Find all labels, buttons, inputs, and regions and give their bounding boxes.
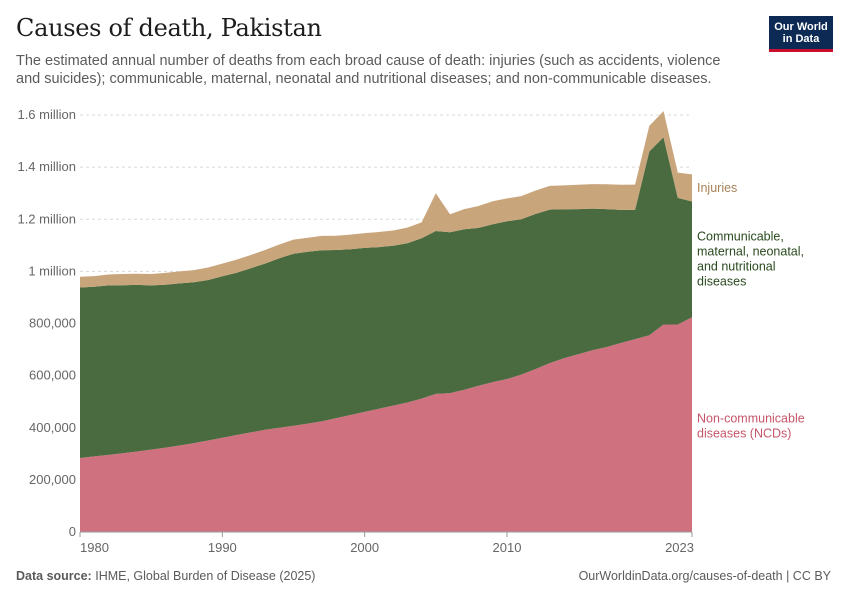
chart-subtitle: The estimated annual number of deaths fr…	[16, 53, 721, 87]
series-label: Communicable, maternal, neonatal, and nutr…	[697, 230, 804, 289]
axes: 0 200,000 400,000 600,000 800,000 1 million 1.…	[17, 107, 694, 555]
data-source: Data source: IHME, Global Burden of Dise…	[16, 569, 315, 583]
owid-logo[interactable]: Our World in Data	[769, 16, 833, 52]
x-tick-label: 2010	[493, 540, 522, 555]
y-tick-label: 600,000	[29, 368, 76, 383]
x-tick-label: 1990	[208, 540, 237, 555]
series-label: Injuries	[697, 181, 737, 195]
x-tick-label: 2023	[665, 540, 694, 555]
stacked-area-chart: 0 200,000 400,000 600,000 800,000 1 million 1.…	[17, 107, 805, 555]
series-labels: Non-communicable diseases (NCDs) Communica…	[697, 181, 805, 441]
data-source-label: Data source:	[16, 569, 92, 583]
y-tick-label: 800,000	[29, 316, 76, 331]
area-communicable-maternal-neonatal-and-nutritional-diseases	[80, 137, 692, 458]
series-label-line: diseases	[697, 275, 746, 289]
x-tick-label: 1980	[80, 540, 109, 555]
series-label-line: Non-communicable	[697, 412, 805, 426]
series-label-line: maternal, neonatal,	[697, 245, 804, 259]
area-series	[80, 111, 692, 532]
chart-title: Causes of death, Pakistan	[16, 14, 322, 42]
series-label-line: diseases (NCDs)	[697, 427, 791, 441]
y-tick-label: 1.2 million	[17, 211, 76, 226]
y-tick-label: 0	[69, 524, 76, 539]
y-tick-label: 400,000	[29, 420, 76, 435]
y-tick-label: 200,000	[29, 472, 76, 487]
data-source-text: IHME, Global Burden of Disease (2025)	[95, 569, 316, 583]
y-tick-label: 1 million	[28, 263, 76, 278]
series-label-line: and nutritional	[697, 260, 776, 274]
area-non-communicable-diseases-ncds	[80, 317, 692, 532]
series-label: Non-communicable diseases (NCDs)	[697, 412, 805, 441]
source-url[interactable]: OurWorldinData.org/causes-of-death | CC …	[578, 569, 831, 583]
series-label-line: Injuries	[697, 181, 737, 195]
logo-line-1: Our World	[774, 21, 828, 33]
area-injuries	[80, 111, 692, 288]
logo-line-2: in Data	[782, 33, 820, 45]
y-tick-label: 1.6 million	[17, 107, 76, 122]
y-tick-label: 1.4 million	[17, 159, 76, 174]
x-tick-label: 2000	[350, 540, 379, 555]
series-label-line: Communicable,	[697, 230, 784, 244]
